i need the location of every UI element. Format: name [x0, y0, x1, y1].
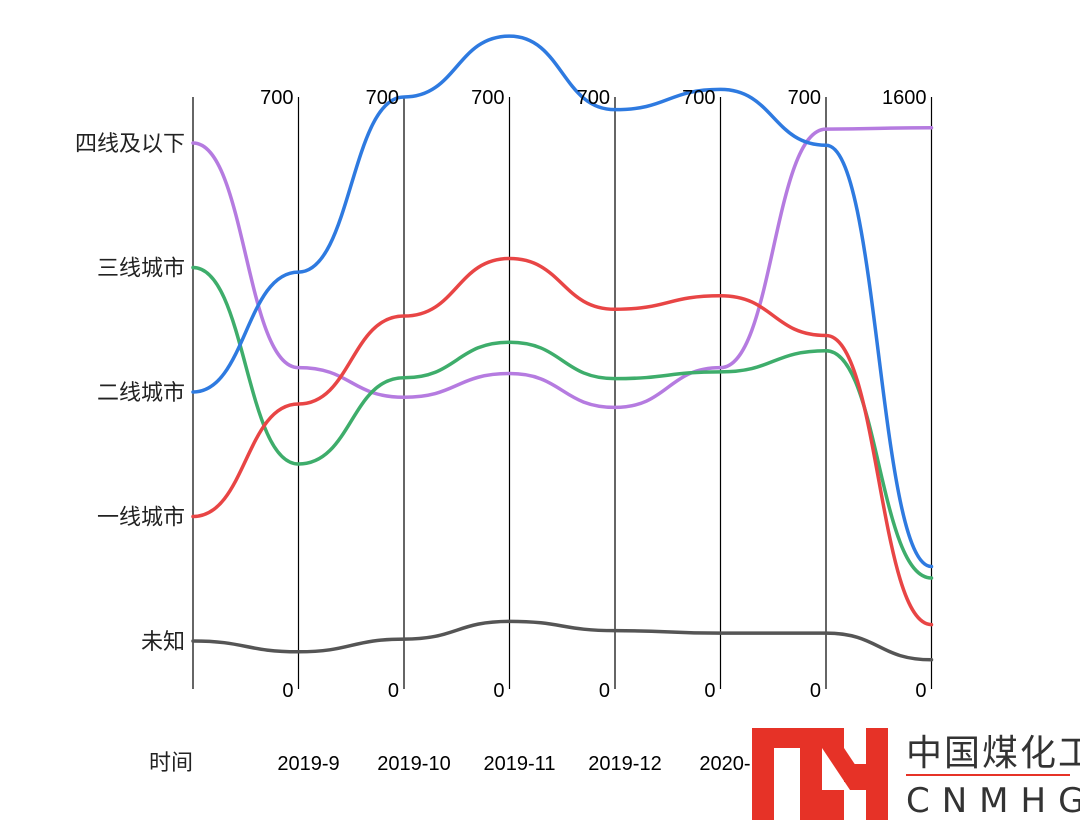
first-axis-label: 时间 — [149, 751, 193, 776]
category-label: 一线城市 — [97, 506, 185, 531]
series-line-2 — [191, 34, 934, 569]
logo-divider — [906, 774, 1070, 776]
series-group — [191, 34, 934, 662]
logo-name-cn: 中国煤化工 — [906, 733, 1080, 774]
axis-min-label: 0 — [915, 680, 926, 702]
logo-name-en: CNMHG — [906, 781, 1080, 821]
axis-label: 2019-9 — [277, 753, 339, 775]
axis-min-label: 0 — [704, 680, 715, 702]
category-label: 二线城市 — [97, 381, 185, 406]
axis-label: 2019-11 — [484, 753, 556, 775]
axis-max-label: 700 — [260, 87, 293, 109]
category-label: 四线及以下 — [75, 132, 185, 157]
category-label: 未知 — [141, 630, 185, 655]
axis-label: 2019-12 — [588, 753, 661, 775]
category-label: 三线城市 — [97, 257, 185, 282]
logo: 中国煤化工 CNMHG — [752, 728, 1080, 821]
axis-max-label: 700 — [471, 87, 504, 109]
axis-label: 2020-1 — [699, 753, 761, 775]
series-line-3 — [191, 256, 934, 627]
axis-min-label: 0 — [599, 680, 610, 702]
axis-min-label: 0 — [388, 680, 399, 702]
axis-max-label: 700 — [366, 87, 399, 109]
series-line-1 — [191, 265, 934, 580]
axis-max-label: 700 — [577, 87, 610, 109]
axis-max-label: 700 — [682, 87, 715, 109]
axis-min-label: 0 — [810, 680, 821, 702]
axis-min-label: 0 — [493, 680, 504, 702]
axis-min-label: 0 — [282, 680, 293, 702]
series-line-0 — [191, 125, 934, 410]
axes-group — [192, 97, 933, 689]
axis-label: 2019-10 — [377, 753, 450, 775]
logo-mark-icon — [752, 728, 888, 820]
axis-max-label: 1600 — [882, 87, 927, 109]
axis-max-label: 700 — [788, 87, 821, 109]
series-line-4 — [191, 619, 934, 662]
